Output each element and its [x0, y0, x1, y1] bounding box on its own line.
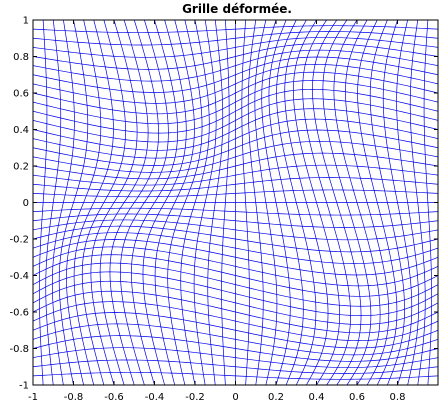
grid-line-vertical	[382, 20, 413, 385]
x-tick-label: -0.6	[104, 392, 124, 403]
grid-line-horizontal	[33, 71, 438, 115]
grid-line-horizontal	[33, 108, 438, 151]
grid-line-horizontal	[33, 189, 438, 198]
x-tick-label: 0.8	[390, 392, 406, 403]
grid-line-horizontal	[33, 164, 438, 186]
grid-line-vertical	[396, 20, 420, 385]
y-tick-label: 0.8	[13, 52, 29, 63]
chart-title: Grille déformée.	[182, 2, 292, 16]
x-tick-label: -0.4	[145, 392, 165, 403]
grid-line-vertical	[312, 20, 362, 385]
x-tick-label: 0.4	[309, 392, 325, 403]
x-tick-label: -1	[28, 392, 38, 403]
grid-line-horizontal	[33, 152, 438, 180]
grid-line-horizontal	[33, 49, 438, 82]
y-tick-label: 0.4	[13, 125, 29, 136]
x-axis: -1 -0.8 -0.6 -0.4 -0.2 0 0.2 0.4 0.6 0.8	[28, 20, 405, 403]
grid-line-horizontal	[33, 129, 438, 166]
grid-line-vertical	[284, 20, 329, 385]
grid-line-horizontal	[33, 98, 438, 143]
grid-line-vertical	[293, 20, 340, 385]
grid-line-horizontal	[33, 141, 438, 173]
x-tick-label: 0.6	[349, 392, 365, 403]
grid-line-horizontal	[33, 31, 438, 46]
grid-line-vertical	[357, 20, 398, 385]
y-tick-label: 0.2	[13, 162, 29, 173]
grid-line-vertical	[333, 20, 381, 385]
grid-line-horizontal	[33, 88, 438, 134]
grid-line-horizontal	[33, 177, 438, 192]
x-tick-label: -0.2	[185, 392, 205, 403]
grid-line-vertical	[254, 20, 278, 385]
x-tick-label: 0	[232, 392, 238, 403]
grid-line-vertical	[241, 20, 250, 385]
grid-line-vertical	[302, 20, 351, 385]
grid-line-vertical	[261, 20, 291, 385]
grid-line-horizontal	[33, 37, 438, 58]
grid-line-horizontal	[33, 118, 438, 159]
y-tick-label: -0.8	[9, 344, 29, 355]
grid-line-horizontal	[33, 64, 438, 104]
y-axis: -1 -0.8 -0.6 -0.4 -0.2 0 0.2 0.4 0.6 0.8 1	[9, 16, 438, 392]
grid-line-vertical	[268, 20, 304, 385]
y-tick-label: -0.2	[9, 235, 29, 246]
deformed-grid-lines	[33, 20, 438, 385]
y-tick-label: 0.6	[13, 89, 29, 100]
grid-line-vertical	[369, 20, 405, 385]
grid-line-vertical	[276, 20, 317, 385]
x-tick-label: 0.2	[268, 392, 284, 403]
grid-line-vertical	[247, 20, 264, 385]
y-tick-label: 1	[23, 16, 29, 27]
grid-line-vertical	[423, 20, 433, 385]
y-tick-label: -0.6	[9, 308, 29, 319]
grid-line-horizontal	[33, 43, 438, 70]
y-tick-label: 0	[23, 198, 29, 209]
grid-line-horizontal	[33, 56, 438, 93]
grid-line-vertical	[345, 20, 390, 385]
grid-line-vertical	[322, 20, 372, 385]
y-tick-label: -1	[19, 381, 29, 392]
grid-line-horizontal	[33, 25, 438, 33]
x-tick-label: -0.8	[64, 392, 84, 403]
grid-line-vertical	[409, 20, 426, 385]
y-tick-label: -0.4	[9, 271, 29, 282]
grid-line-horizontal	[33, 80, 438, 125]
